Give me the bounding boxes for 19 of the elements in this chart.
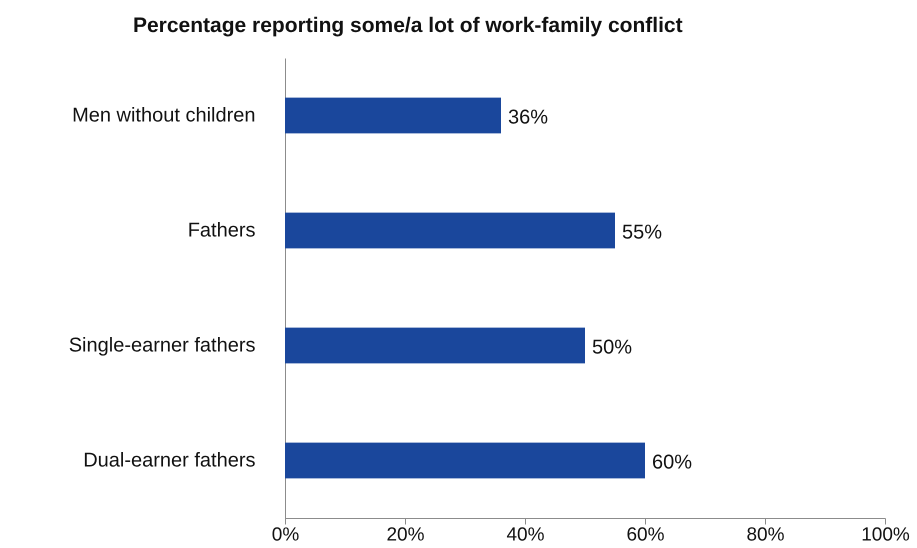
data-label: 36% [508, 106, 548, 128]
bar [285, 442, 645, 478]
x-tick-label: 40% [506, 524, 545, 546]
y-tick-label: Men without children [72, 104, 256, 126]
bar [285, 328, 585, 364]
y-tick-label: Single-earner fathers [68, 334, 256, 356]
x-tick-label: 100% [861, 524, 910, 546]
y-tick-label: Fathers [188, 220, 256, 242]
chart-title: Percentage reporting some/a lot of work-family conflict [133, 14, 683, 37]
y-tick-label: Dual-earner fathers [83, 450, 256, 472]
x-tick-label: 80% [746, 524, 785, 546]
x-tick-label: 60% [626, 524, 665, 546]
bar [285, 212, 615, 248]
data-label: 55% [622, 222, 662, 244]
data-label: 60% [652, 452, 692, 474]
bar [285, 98, 501, 134]
x-tick-label: 20% [386, 524, 425, 546]
data-label: 50% [592, 336, 632, 358]
x-tick-label: 0% [272, 524, 300, 546]
